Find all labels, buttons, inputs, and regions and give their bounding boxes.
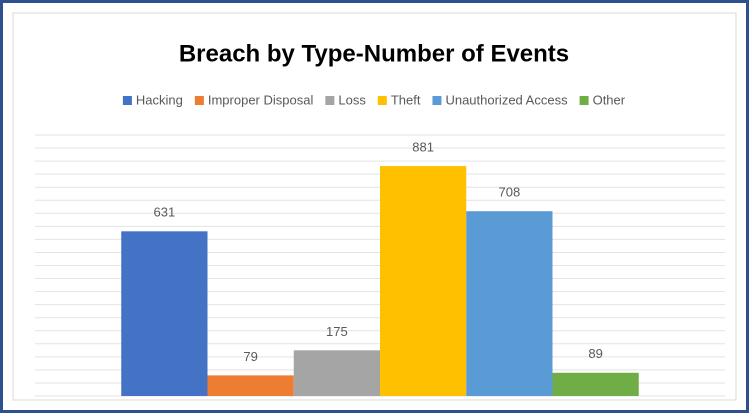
legend-label: Loss — [338, 92, 366, 107]
bar — [552, 372, 639, 396]
bar — [380, 166, 467, 396]
legend-swatch — [194, 96, 204, 105]
data-label: 708 — [499, 185, 521, 200]
legend-label: Other — [593, 92, 626, 107]
data-label: 631 — [154, 205, 176, 220]
bar — [293, 350, 380, 396]
bar — [207, 375, 294, 396]
legend: Hacking Improper Disposal Loss Theft Unautho… — [122, 92, 626, 107]
legend-swatch — [122, 96, 132, 105]
legend-label: Theft — [391, 92, 421, 107]
chart-title: Breach by Type-Number of Events — [179, 40, 569, 67]
bar — [121, 231, 208, 396]
data-label: 175 — [326, 324, 348, 339]
legend-swatch — [377, 96, 387, 105]
data-label: 79 — [243, 349, 257, 364]
bar — [466, 211, 553, 396]
legend-swatch — [579, 96, 589, 105]
legend-swatch — [432, 96, 442, 105]
data-label: 881 — [412, 139, 434, 154]
legend-label: Hacking — [136, 92, 183, 107]
legend-label: Unauthorized Access — [445, 92, 568, 107]
data-label: 89 — [588, 346, 602, 361]
legend-swatch — [325, 96, 335, 105]
legend-label: Improper Disposal — [208, 92, 314, 107]
